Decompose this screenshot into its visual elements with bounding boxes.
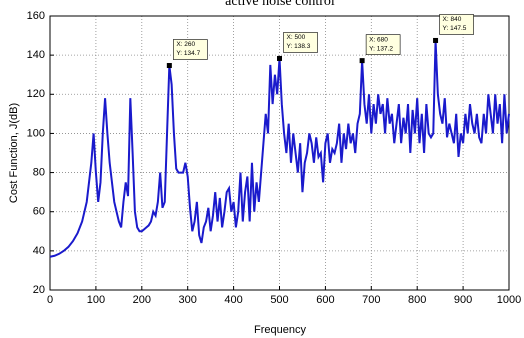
plot-frame [49,15,510,291]
x-tick-label: 400 [224,294,242,306]
datatip: X: 500 Y: 138.3 [283,32,318,53]
datatip-marker [166,63,172,69]
datatip-label: Y: 138.3 [287,43,311,50]
x-tick-label: 0 [47,294,53,306]
datatip-label: Y: 134.7 [176,50,200,57]
y-tick-label: 100 [27,127,45,139]
datatip-box [283,32,318,53]
x-tick-label: 100 [87,294,105,306]
y-tick-label: 140 [27,49,45,61]
y-axis-label: Cost Function, J(dB) [8,103,20,203]
x-tick-label: 1000 [497,294,521,306]
datatip-label: X: 500 [287,34,306,41]
x-tick-label: 800 [408,294,426,306]
datatip-label: Y: 147.5 [443,25,467,32]
datatip-label: X: 840 [443,16,462,23]
x-tick-label: 300 [179,294,197,306]
y-tick-label: 20 [33,284,45,296]
datatip-marker [277,55,282,61]
datatip: X: 840 Y: 147.5 [439,14,474,35]
x-tick-label: 700 [362,294,380,306]
x-tick-label: 200 [133,294,151,306]
datatip: X: 680 Y: 137.2 [365,34,401,55]
x-tick-label: 500 [270,294,288,306]
datatip-box [365,34,401,55]
datatip-label: Y: 137.2 [369,45,393,52]
datatip: X: 260 Y: 134.7 [173,39,208,60]
y-tick-label: 60 [33,206,45,218]
y-tick-label: 160 [27,10,45,22]
y-tick-label: 40 [33,245,45,257]
data-line [49,40,510,258]
x-tick-label: 600 [316,294,334,306]
datatip-marker [359,58,365,64]
datatip-marker [433,37,439,43]
x-axis-label: Frequency [254,324,306,336]
chart-title: active noise control [225,0,335,9]
y-tick-label: 120 [27,88,45,100]
y-tick-label: 80 [33,166,45,178]
datatip-label: X: 260 [176,41,195,48]
x-tick-label: 900 [454,294,472,306]
datatip-box [173,39,208,60]
datatip-box [439,14,474,35]
datatip-label: X: 680 [369,36,388,43]
